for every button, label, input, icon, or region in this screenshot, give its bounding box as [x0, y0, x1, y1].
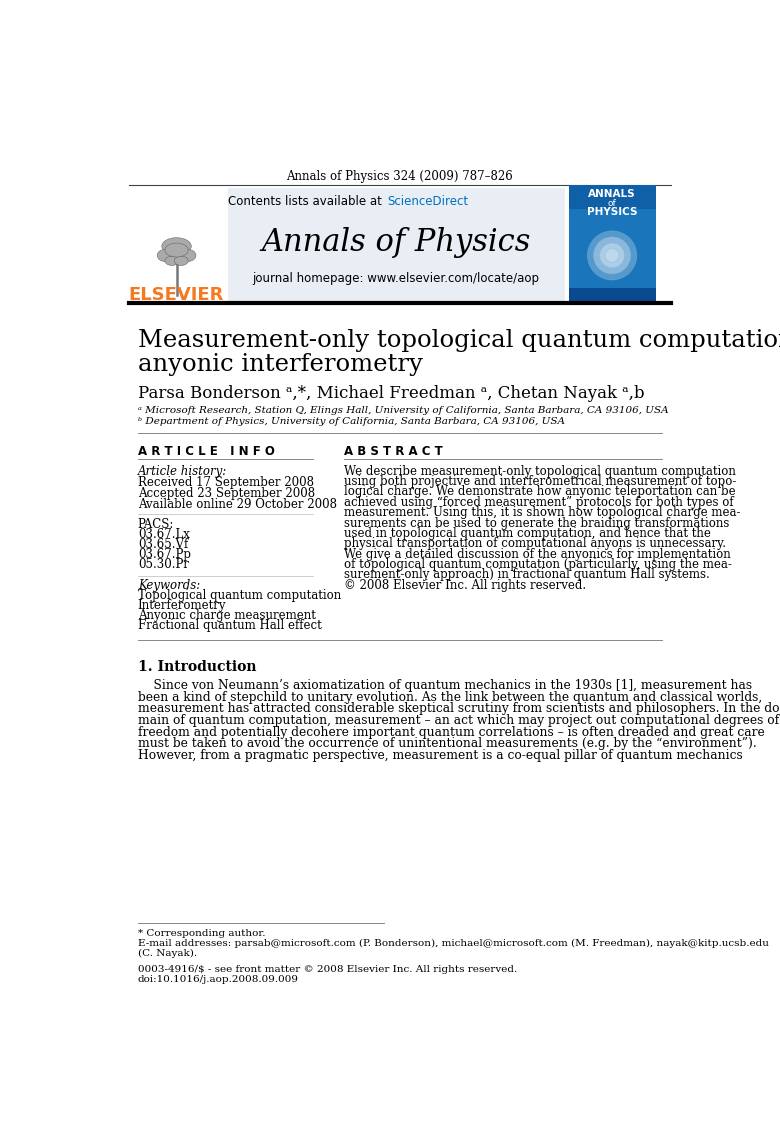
Text: anyonic interferometry: anyonic interferometry	[138, 354, 423, 376]
Circle shape	[600, 243, 625, 268]
Ellipse shape	[165, 256, 179, 265]
Text: * Corresponding author.: * Corresponding author.	[138, 929, 265, 938]
Text: Parsa Bonderson ᵃ,*, Michael Freedman ᵃ, Chetan Nayak ᵃ,b: Parsa Bonderson ᵃ,*, Michael Freedman ᵃ,…	[138, 384, 644, 401]
Text: journal homepage: www.elsevier.com/locate/aop: journal homepage: www.elsevier.com/locat…	[253, 272, 540, 285]
Text: 03.67.Lx: 03.67.Lx	[138, 527, 190, 541]
Text: 03.67.Pp: 03.67.Pp	[138, 548, 191, 560]
Text: ScienceDirect: ScienceDirect	[388, 195, 469, 208]
Text: PACS:: PACS:	[138, 517, 174, 531]
Text: Available online 29 October 2008: Available online 29 October 2008	[138, 498, 337, 510]
Bar	[569, 187, 655, 302]
Text: We give a detailed discussion of the anyonics for implementation: We give a detailed discussion of the any…	[344, 548, 731, 560]
Text: 0003-4916/$ - see front matter © 2008 Elsevier Inc. All rights reserved.: 0003-4916/$ - see front matter © 2008 El…	[138, 965, 517, 974]
Text: (C. Nayak).: (C. Nayak).	[138, 949, 197, 958]
Bar	[228, 187, 565, 302]
Text: physical transportation of computational anyons is unnecessary.: physical transportation of computational…	[344, 538, 726, 550]
Text: ᵇ Department of Physics, University of California, Santa Barbara, CA 93106, USA: ᵇ Department of Physics, University of C…	[138, 417, 565, 426]
Text: of topological quantum computation (particularly, using the mea-: of topological quantum computation (part…	[344, 558, 732, 572]
Text: Anyonic charge measurement: Anyonic charge measurement	[138, 609, 316, 623]
Text: measurement. Using this, it is shown how topological charge mea-: measurement. Using this, it is shown how…	[344, 506, 740, 519]
Bar	[569, 288, 655, 302]
Text: must be taken to avoid the occurrence of unintentional measurements (e.g. by the: must be taken to avoid the occurrence of…	[138, 737, 757, 750]
Text: 03.65.Vf: 03.65.Vf	[138, 538, 188, 551]
Text: main of quantum computation, measurement – an act which may project out computat: main of quantum computation, measurement…	[138, 714, 779, 727]
Text: Article history:: Article history:	[138, 465, 227, 477]
Text: freedom and potentially decohere important quantum correlations – is often dread: freedom and potentially decohere importa…	[138, 726, 764, 738]
Text: used in topological quantum computation, and hence that the: used in topological quantum computation,…	[344, 527, 711, 540]
Ellipse shape	[158, 249, 174, 262]
Text: Contents lists available at: Contents lists available at	[229, 195, 386, 208]
Text: Annals of Physics: Annals of Physics	[261, 227, 530, 257]
Text: doi:10.1016/j.aop.2008.09.009: doi:10.1016/j.aop.2008.09.009	[138, 975, 299, 984]
Text: ᵃ Microsoft Research, Station Q, Elings Hall, University of California, Santa Ba: ᵃ Microsoft Research, Station Q, Elings …	[138, 406, 668, 415]
Bar	[129, 187, 227, 302]
Text: Fractional quantum Hall effect: Fractional quantum Hall effect	[138, 619, 321, 633]
Text: However, from a pragmatic perspective, measurement is a co-equal pillar of quant: However, from a pragmatic perspective, m…	[138, 748, 743, 762]
Circle shape	[594, 237, 631, 274]
Text: Received 17 September 2008: Received 17 September 2008	[138, 476, 314, 489]
Text: PHYSICS: PHYSICS	[587, 208, 637, 218]
Text: 05.30.Pr: 05.30.Pr	[138, 558, 189, 570]
Text: Since von Neumann’s axiomatization of quantum mechanics in the 1930s [1], measur: Since von Neumann’s axiomatization of qu…	[138, 679, 752, 693]
Text: Accepted 23 September 2008: Accepted 23 September 2008	[138, 486, 315, 500]
Text: ELSEVIER: ELSEVIER	[129, 287, 224, 304]
Text: © 2008 Elsevier Inc. All rights reserved.: © 2008 Elsevier Inc. All rights reserved…	[344, 578, 586, 592]
Text: E-mail addresses: parsab@microsoft.com (P. Bonderson), michael@microsoft.com (M.: E-mail addresses: parsab@microsoft.com (…	[138, 939, 768, 948]
Text: Measurement-only topological quantum computation via: Measurement-only topological quantum com…	[138, 329, 780, 352]
Text: achieved using “forced measurement” protocols for both types of: achieved using “forced measurement” prot…	[344, 496, 733, 509]
Text: been a kind of stepchild to unitary evolution. As the link between the quantum a: been a kind of stepchild to unitary evol…	[138, 691, 762, 704]
Ellipse shape	[161, 238, 191, 255]
Text: Annals of Physics 324 (2009) 787–826: Annals of Physics 324 (2009) 787–826	[286, 170, 513, 183]
Ellipse shape	[165, 243, 188, 257]
Text: Topological quantum computation: Topological quantum computation	[138, 590, 341, 602]
Ellipse shape	[179, 249, 196, 262]
Text: Interferometry: Interferometry	[138, 599, 226, 612]
Text: A R T I C L E   I N F O: A R T I C L E I N F O	[138, 446, 275, 458]
Ellipse shape	[174, 256, 188, 265]
Text: using both projective and interferometrical measurement of topo-: using both projective and interferometri…	[344, 475, 736, 488]
Text: surements can be used to generate the braiding transformations: surements can be used to generate the br…	[344, 516, 729, 530]
Text: logical charge. We demonstrate how anyonic teleportation can be: logical charge. We demonstrate how anyon…	[344, 485, 736, 498]
Text: ANNALS: ANNALS	[588, 189, 636, 198]
Text: We describe measurement-only topological quantum computation: We describe measurement-only topological…	[344, 465, 736, 477]
Text: surement-only approach) in fractional quantum Hall systems.: surement-only approach) in fractional qu…	[344, 568, 710, 582]
Text: Keywords:: Keywords:	[138, 579, 200, 592]
Circle shape	[587, 231, 637, 280]
Circle shape	[605, 248, 619, 262]
Bar	[569, 185, 655, 210]
Text: 1. Introduction: 1. Introduction	[138, 660, 257, 675]
Text: A B S T R A C T: A B S T R A C T	[344, 446, 443, 458]
Text: of: of	[608, 198, 616, 208]
Text: measurement has attracted considerable skeptical scrutiny from scientists and ph: measurement has attracted considerable s…	[138, 702, 780, 716]
